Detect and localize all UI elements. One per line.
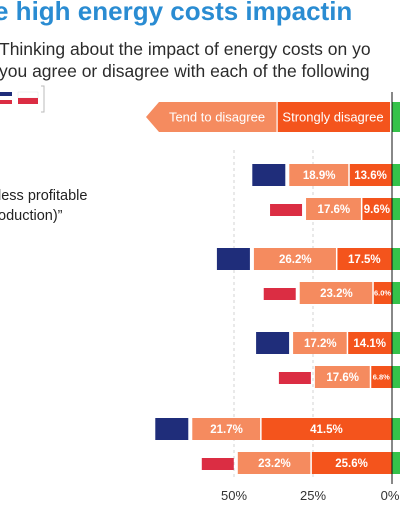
row-marker-series_a — [155, 418, 189, 440]
bar-tend-to-disagree-segment — [306, 198, 362, 220]
data-label-strongly-disagree: 25.6% — [335, 458, 368, 470]
row-marker-series_b — [201, 458, 234, 470]
page-title: e high energy costs impactin — [0, 0, 353, 26]
legend-tend-to-disagree-swatch — [146, 102, 277, 132]
data-label-strongly-disagree: 17.5% — [348, 254, 381, 266]
data-label-strongly-disagree: 13.6% — [354, 170, 387, 182]
data-label-tend-to-disagree: 23.2% — [258, 458, 291, 470]
bar-segment-divider — [260, 418, 262, 440]
data-label-tend-to-disagree: 17.6% — [318, 204, 351, 216]
bar-agree-segment — [392, 332, 400, 354]
bar-segment-divider — [369, 366, 372, 388]
bar-agree-segment — [392, 282, 400, 304]
row-marker-series_b — [263, 288, 296, 300]
bar-segment-divider — [346, 332, 349, 354]
bar-tend-to-disagree-segment — [237, 452, 312, 474]
subtitle-line-2: you agree or disagree with each of the f… — [0, 61, 370, 81]
bar-segment-divider — [372, 282, 374, 304]
x-tick-label: 25% — [300, 488, 326, 503]
bar-strongly-disagree-segment — [336, 248, 392, 270]
data-label-strongly-disagree: 9.6% — [364, 204, 390, 216]
row-marker-series_a — [252, 164, 286, 186]
data-label-strongly-disagree: 41.5% — [310, 424, 343, 436]
bar-segment-divider — [310, 452, 312, 474]
bar-strongly-disagree-segment — [347, 332, 392, 354]
statement-quote: less profitable oduction)” — [0, 186, 87, 226]
bar-strongly-disagree-segment — [370, 366, 392, 388]
legend-label-strongly-disagree: Strongly disagree — [282, 110, 383, 125]
x-tick-label: 50% — [221, 488, 247, 503]
bar-agree-segment — [392, 452, 400, 474]
bar-tend-to-disagree-segment — [314, 366, 371, 388]
bar-tend-to-disagree-segment — [293, 332, 348, 354]
subtitle-line-1: Thinking about the impact of energy cost… — [0, 39, 371, 59]
bar-segment-divider — [335, 248, 338, 270]
bar-strongly-disagree-segment — [349, 164, 392, 186]
quote-line-1: less profitable — [0, 188, 88, 204]
legend-label-tend-to-disagree: Tend to disagree — [169, 110, 265, 125]
legend-divider — [276, 102, 278, 132]
data-label-tend-to-disagree: 17.6% — [326, 372, 359, 384]
bar-tend-to-disagree-segment — [299, 282, 374, 304]
row-marker-series_a — [256, 332, 290, 354]
flag-a-top-stripe — [0, 92, 12, 96]
x-tick-label: 0% — [381, 488, 400, 503]
bar-strongly-disagree-segment — [311, 452, 392, 474]
bar-agree-segment — [392, 164, 400, 186]
bar-agree-segment — [392, 248, 400, 270]
legend-bracket — [41, 85, 45, 113]
bar-agree-segment — [392, 366, 400, 388]
data-label-tend-to-disagree: 23.2% — [320, 288, 353, 300]
row-marker-series_b — [270, 204, 303, 216]
page-subtitle: Thinking about the impact of energy cost… — [0, 38, 400, 82]
flag-a-mid-stripe — [0, 96, 12, 100]
bar-segment-divider — [360, 198, 363, 220]
data-label-strongly-disagree: 6.8% — [373, 373, 390, 382]
row-marker-series_b — [278, 372, 311, 384]
legend-agree-swatch-edge — [392, 102, 400, 132]
data-label-tend-to-disagree: 26.2% — [279, 254, 312, 266]
bar-strongly-disagree-segment — [260, 418, 392, 440]
flag-b-top-stripe — [17, 91, 39, 99]
data-label-tend-to-disagree: 17.2% — [304, 338, 337, 350]
bar-agree-segment — [392, 198, 400, 220]
bar-strongly-disagree-segment — [361, 198, 392, 220]
data-label-strongly-disagree: 14.1% — [353, 338, 386, 350]
flag-a-bottom-stripe — [0, 100, 12, 104]
bar-segment-divider — [348, 164, 350, 186]
flag-b-bottom-stripe — [18, 98, 38, 104]
quote-line-2: oduction)” — [0, 208, 63, 224]
bar-tend-to-disagree-segment — [289, 164, 350, 186]
legend-strongly-disagree-swatch — [277, 102, 390, 132]
bar-tend-to-disagree-segment — [253, 248, 337, 270]
row-marker-series_a — [216, 248, 250, 270]
bar-tend-to-disagree-segment — [192, 418, 261, 440]
bar-strongly-disagree-segment — [373, 282, 392, 304]
data-label-tend-to-disagree: 18.9% — [303, 170, 336, 182]
data-label-tend-to-disagree: 21.7% — [210, 424, 243, 436]
bar-agree-segment — [392, 418, 400, 440]
data-label-strongly-disagree: 6.0% — [374, 289, 391, 298]
